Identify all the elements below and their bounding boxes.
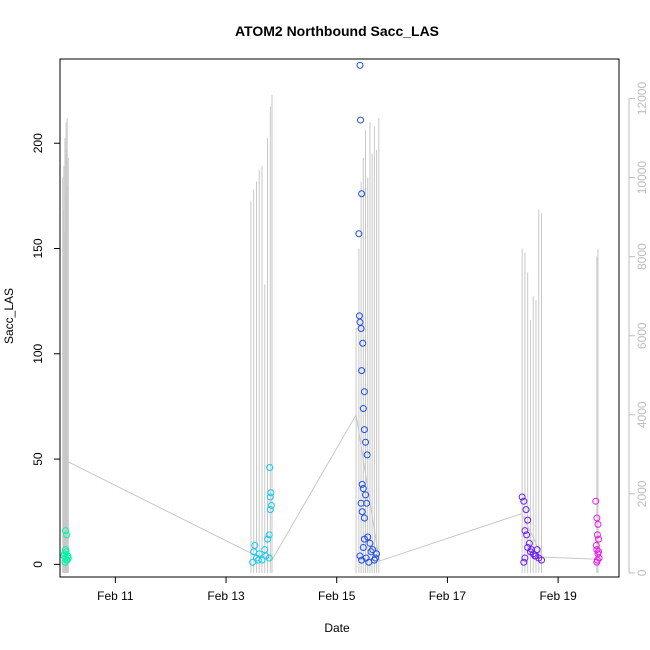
- data-point: [521, 554, 529, 562]
- x-tick-label: Feb 11: [97, 589, 134, 603]
- data-point: [264, 535, 272, 543]
- data-point: [359, 339, 367, 347]
- plot-frame: [59, 58, 620, 578]
- data-point: [358, 508, 366, 516]
- plot-area: Feb 11 Feb 13 Feb 15 Feb 17 Feb 19 0 50 100 150 2…: [31, 58, 649, 603]
- data-point: [63, 556, 71, 564]
- data-point: [525, 539, 533, 547]
- x-axis-label: Date: [324, 621, 350, 635]
- data-point: [526, 548, 534, 556]
- data-point: [363, 451, 371, 459]
- data-point: [362, 438, 370, 446]
- data-point: [360, 514, 368, 522]
- y2-tick-label: 10000: [635, 161, 649, 195]
- data-point: [523, 531, 531, 539]
- data-point: [357, 116, 365, 124]
- data-point: [595, 548, 603, 556]
- data-point: [359, 544, 367, 552]
- x-tick-label: Feb 19: [539, 589, 577, 603]
- data-point: [266, 493, 274, 501]
- x-tick-label: Feb 15: [318, 589, 356, 603]
- data-point: [594, 520, 602, 528]
- data-point: [360, 388, 368, 396]
- data-point: [521, 527, 529, 535]
- y-tick-label: 100: [31, 343, 45, 363]
- data-point: [250, 548, 258, 556]
- data-point: [356, 318, 364, 326]
- data-point: [355, 230, 363, 238]
- data-point: [531, 552, 539, 560]
- y2-tick-label: 12000: [635, 82, 649, 116]
- data-point: [369, 546, 377, 554]
- y-tick-label: 50: [31, 452, 45, 466]
- data-point: [258, 556, 266, 564]
- data-point: [359, 405, 367, 413]
- data-point: [538, 556, 546, 564]
- data-point: [254, 556, 262, 564]
- data-point: [592, 541, 600, 549]
- data-point: [358, 480, 366, 488]
- data-point: [362, 554, 370, 562]
- y-tick-label: 150: [31, 238, 45, 258]
- data-point: [360, 535, 368, 543]
- y2-tick-label: 4000: [635, 401, 649, 428]
- data-point: [266, 464, 274, 472]
- data-point: [358, 190, 366, 198]
- data-point: [265, 531, 273, 539]
- y-tick-label: 200: [31, 133, 45, 153]
- data-point: [356, 552, 364, 560]
- data-point: [592, 497, 600, 505]
- data-point: [370, 556, 378, 564]
- y-axis-label: Sacc_LAS: [2, 288, 16, 344]
- data-point: [524, 516, 532, 524]
- data-point: [359, 485, 367, 493]
- data-point: [360, 426, 368, 434]
- data-point: [520, 497, 528, 505]
- data-point: [62, 546, 70, 554]
- y2-tick-label: 6000: [635, 322, 649, 349]
- data-point: [518, 493, 526, 501]
- data-point: [533, 546, 541, 554]
- chart-title: ATOM2 Northbound Sacc_LAS: [235, 23, 439, 39]
- data-point: [358, 556, 366, 564]
- y2-tick-label: 2000: [635, 480, 649, 507]
- x-tick-label: Feb 13: [207, 589, 245, 603]
- data-point: [595, 535, 603, 543]
- data-point: [265, 554, 273, 562]
- data-point: [593, 531, 601, 539]
- data-point: [366, 539, 374, 547]
- data-point: [520, 558, 528, 566]
- data-point: [362, 491, 370, 499]
- data-point: [267, 489, 275, 497]
- data-point: [593, 558, 601, 566]
- data-point: [358, 367, 366, 375]
- data-point: [357, 499, 365, 507]
- data-point: [522, 506, 530, 514]
- x-tick-label: Feb 17: [429, 589, 467, 603]
- data-point: [593, 546, 601, 554]
- data-point: [63, 531, 71, 539]
- data-point: [62, 527, 70, 535]
- y2-tick-label: 8000: [635, 243, 649, 270]
- y-tick-label: 0: [31, 561, 45, 568]
- data-point: [356, 61, 364, 69]
- data-point: [267, 501, 275, 509]
- y2-tick-label: 0: [635, 569, 649, 576]
- data-point: [266, 506, 274, 514]
- data-point: [60, 552, 68, 560]
- data-point: [373, 550, 381, 558]
